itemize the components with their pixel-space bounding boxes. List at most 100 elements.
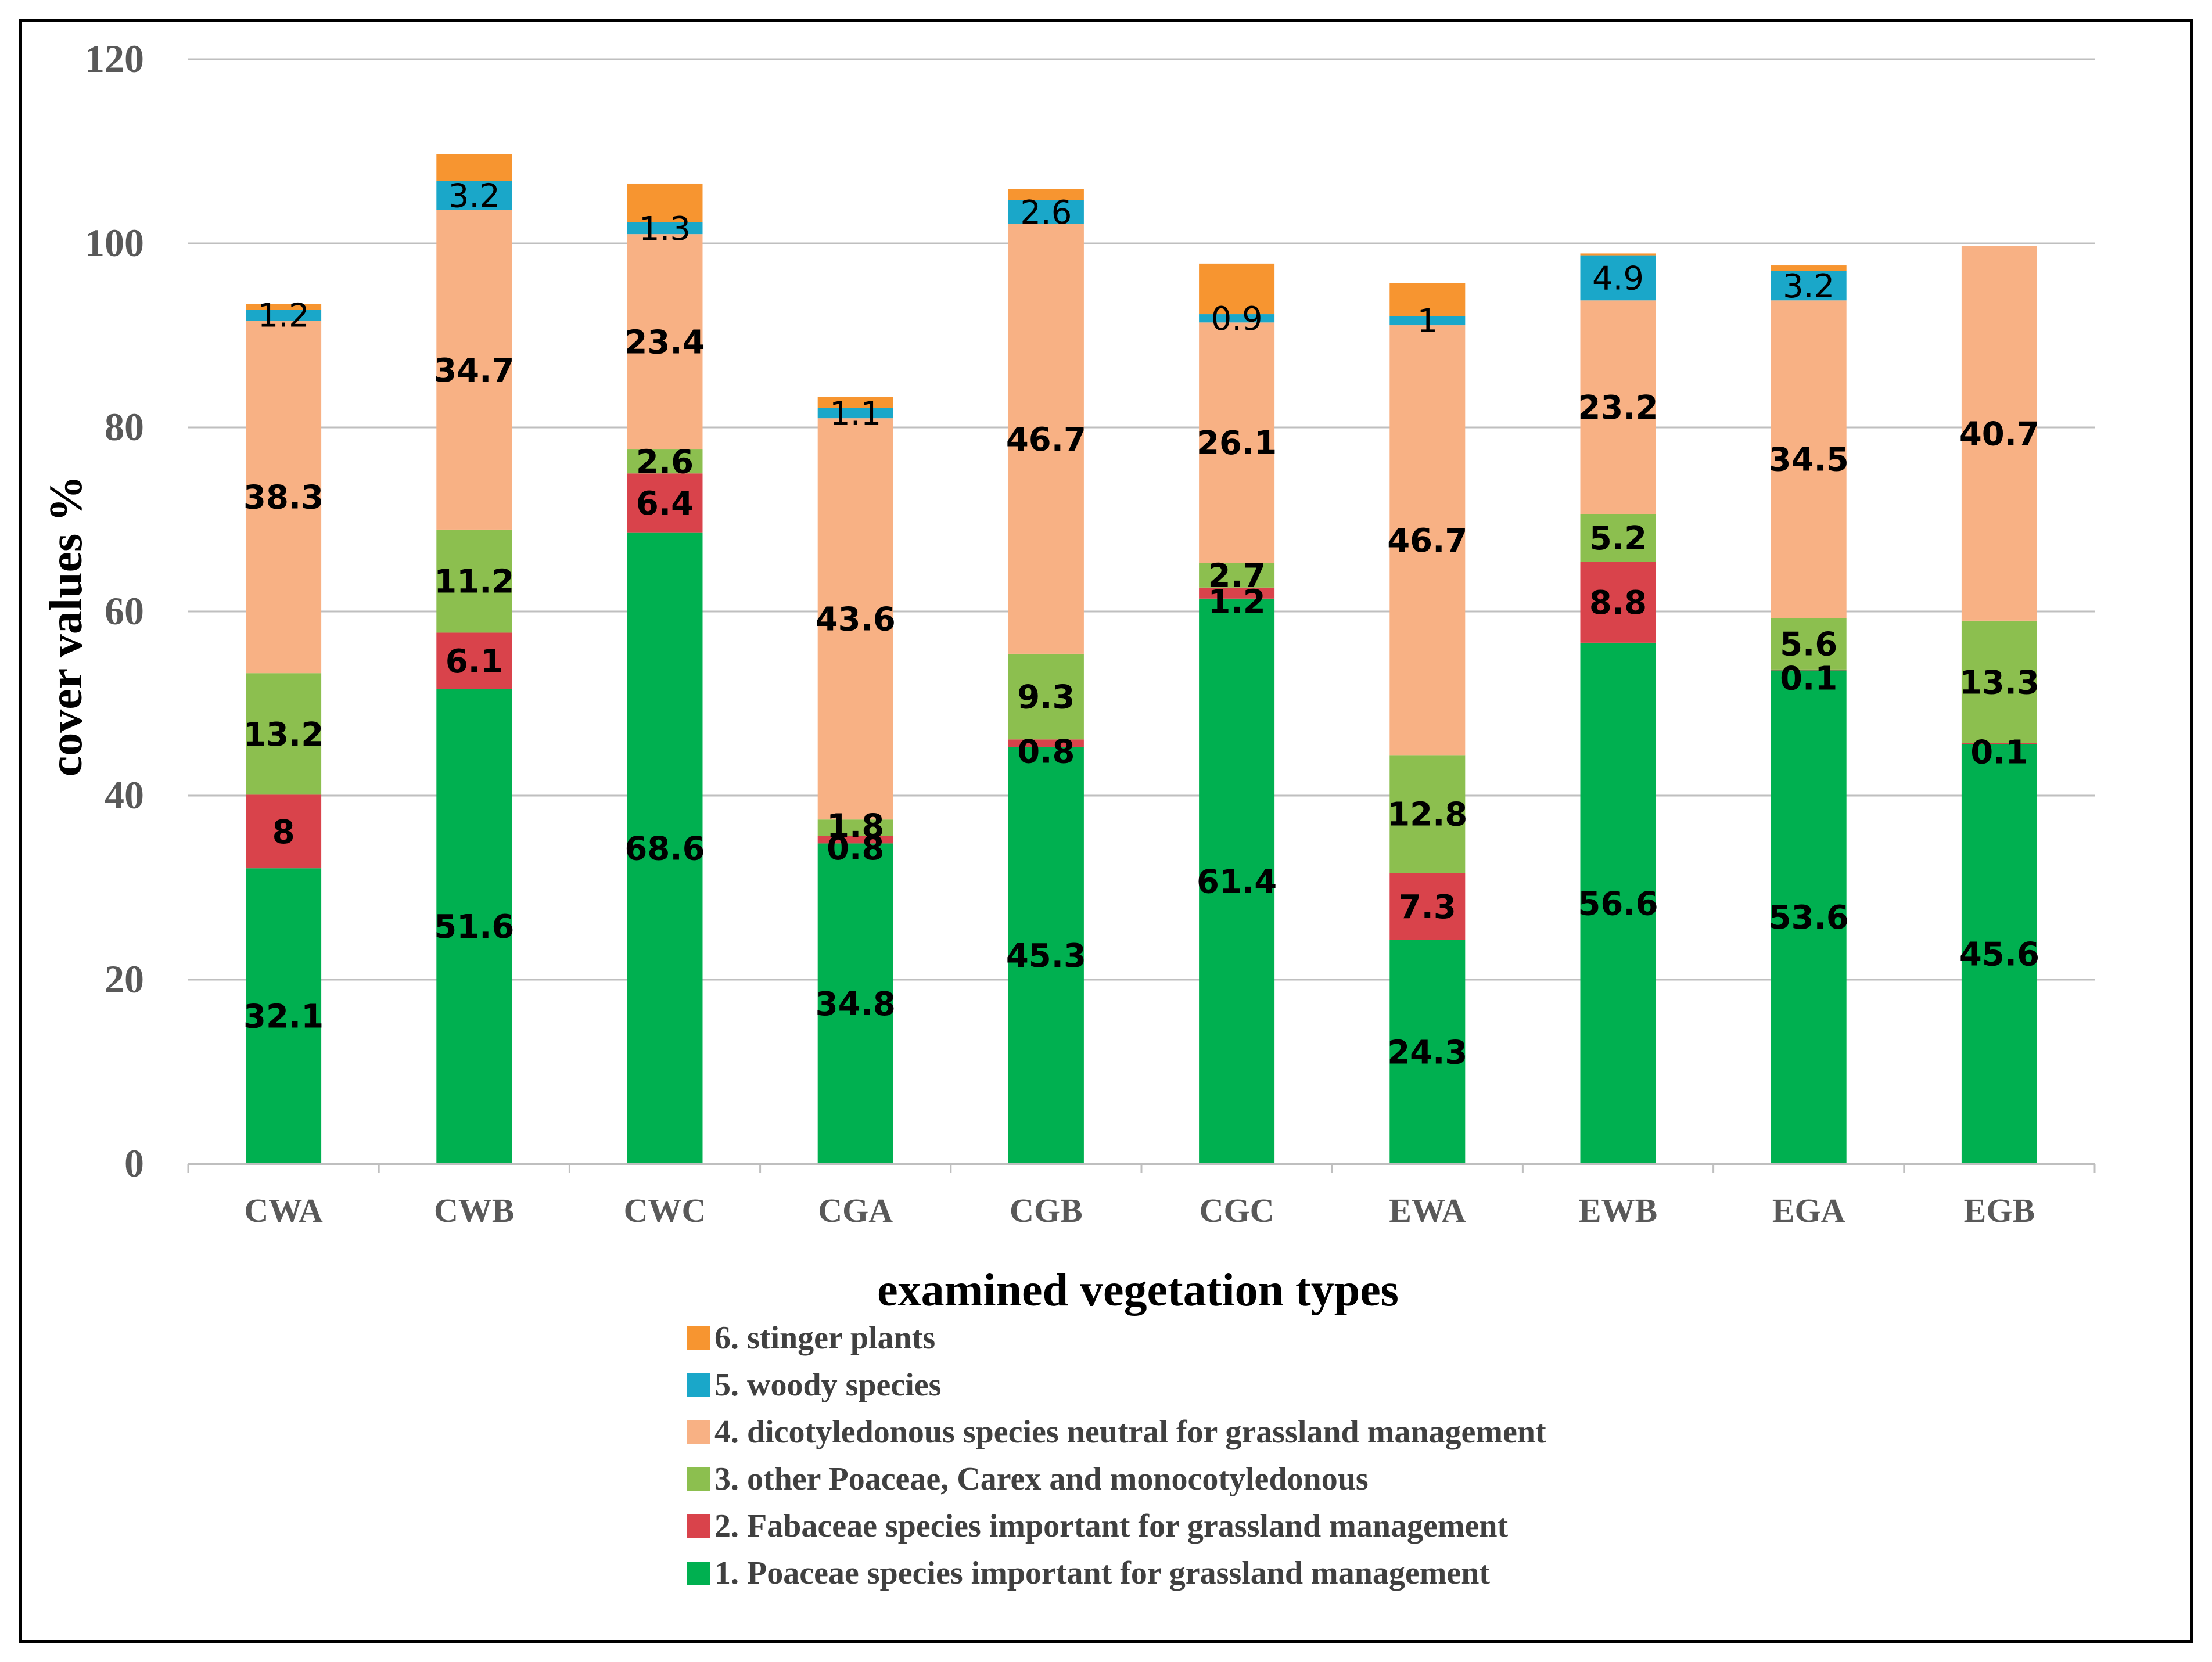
data-label-cwc-series-5: 1.3 (639, 210, 691, 248)
legend-label-series-3: 3. other Poaceae, Carex and monocotyledo… (714, 1461, 1369, 1497)
legend-label-series-1: 1. Poaceae species important for grassla… (714, 1555, 1490, 1591)
bar-segment-ewb-series-6 (1580, 253, 1656, 256)
y-axis-title: cover values % (41, 476, 92, 776)
data-label-cgb-series-3: 9.3 (1017, 679, 1075, 717)
x-category-label-ewb: EWB (1579, 1192, 1657, 1229)
bar-segment-cga-series-2 (817, 836, 893, 844)
data-label-cwc-series-1: 68.6 (624, 830, 705, 868)
data-label-cwc-series-3: 2.6 (636, 444, 694, 481)
x-axis-title: examined vegetation types (877, 1265, 1399, 1316)
bar-segment-cgb-series-6 (1008, 189, 1084, 200)
bar-segment-ega-series-4 (1771, 300, 1847, 618)
data-label-cwa-series-2: 8 (272, 814, 295, 851)
bar-segment-cwa-series-2 (246, 794, 322, 869)
bar-segment-cwb-series-2 (436, 632, 512, 689)
data-label-cga-series-2: 0.8 (827, 830, 884, 868)
bar-segment-cwc-series-3 (627, 449, 703, 474)
data-label-cga-series-4: 43.6 (816, 601, 896, 639)
x-category-label-egb: EGB (1964, 1192, 2035, 1229)
data-label-cwa-series-3: 13.2 (243, 716, 324, 754)
bar-segment-ewa-series-3 (1389, 755, 1466, 873)
data-label-ewa-series-3: 12.8 (1387, 796, 1467, 834)
bar-segment-ewb-series-2 (1580, 562, 1656, 643)
y-tick-label-80: 80 (105, 405, 144, 449)
bar-segment-cwc-series-2 (627, 473, 703, 533)
bar-segment-cwc-series-6 (627, 183, 703, 222)
bar-segment-cga-series-1 (817, 843, 893, 1164)
data-label-egb-series-3: 13.3 (1959, 664, 2039, 702)
data-label-cwc-series-2: 6.4 (636, 485, 694, 523)
bar-segment-ewa-series-5 (1389, 316, 1466, 326)
bar-segment-cgb-series-4 (1008, 224, 1084, 654)
data-label-ega-series-5: 3.2 (1783, 268, 1834, 305)
data-label-egb-series-1: 45.6 (1959, 936, 2039, 974)
bar-segment-cga-series-5 (817, 408, 893, 419)
bar-segment-cwb-series-1 (436, 689, 512, 1164)
y-tick-label-60: 60 (105, 589, 144, 633)
bar-segment-egb-series-4 (1961, 246, 2037, 621)
legend-swatch-series-1 (687, 1562, 710, 1585)
data-label-ega-series-2: 0.1 (1780, 660, 1837, 698)
bar-segment-cwb-series-4 (436, 210, 512, 530)
bar-segment-cwb-series-3 (436, 529, 512, 633)
data-label-cgb-series-4: 46.7 (1006, 421, 1086, 459)
data-label-cwa-series-5: 1.2 (258, 297, 310, 335)
bar-segment-cgc-series-5 (1199, 314, 1275, 323)
bar-segment-ewb-series-5 (1580, 255, 1656, 301)
bar-segment-ega-series-5 (1771, 271, 1847, 301)
data-label-egb-series-4: 40.7 (1959, 415, 2039, 453)
data-label-cwb-series-3: 11.2 (434, 563, 514, 601)
data-label-cga-series-3: 1.8 (827, 807, 884, 845)
y-tick-label-0: 0 (124, 1141, 144, 1185)
x-category-label-cwb: CWB (434, 1192, 515, 1229)
data-label-cwc-series-4: 23.4 (624, 324, 705, 362)
legend-label-series-6: 6. stinger plants (714, 1320, 935, 1356)
legend-swatch-series-4 (687, 1420, 710, 1444)
data-label-ewa-series-4: 46.7 (1387, 522, 1467, 560)
bar-segment-ewa-series-2 (1389, 873, 1466, 940)
data-label-ewb-series-2: 8.8 (1589, 584, 1647, 622)
data-label-cwb-series-2: 6.1 (446, 643, 503, 681)
legend-swatch-series-2 (687, 1514, 710, 1538)
bar-segment-cgb-series-2 (1008, 739, 1084, 747)
x-category-label-ewa: EWA (1389, 1192, 1466, 1229)
bar-segment-cwa-series-1 (246, 868, 322, 1164)
y-tick-label-120: 120 (85, 37, 144, 81)
bar-segment-cwa-series-6 (246, 304, 322, 310)
data-label-ega-series-4: 34.5 (1769, 441, 1849, 479)
bar-segment-cga-series-3 (817, 819, 893, 836)
bar-segment-cgc-series-3 (1199, 562, 1275, 588)
bar-segment-egb-series-2 (1961, 743, 2037, 744)
data-label-cgc-series-4: 26.1 (1197, 425, 1277, 462)
data-label-cgb-series-1: 45.3 (1006, 937, 1086, 975)
bar-segment-ega-series-6 (1771, 265, 1847, 271)
stacked-bar-chart: 32.1813.238.31.251.66.111.234.73.268.66.… (41, 37, 2096, 1591)
x-category-label-cgb: CGB (1010, 1192, 1083, 1229)
data-label-cgc-series-3: 2.7 (1208, 557, 1265, 595)
bar-segment-ewa-series-4 (1389, 325, 1466, 756)
data-label-egb-series-2: 0.1 (1970, 733, 2028, 771)
bar-segment-cgb-series-5 (1008, 200, 1084, 224)
bar-segment-egb-series-1 (1961, 744, 2037, 1164)
y-tick-label-100: 100 (85, 221, 144, 265)
data-label-cgb-series-2: 0.8 (1017, 733, 1075, 771)
data-label-cga-series-5: 1.1 (830, 395, 881, 433)
bar-segment-cga-series-4 (817, 418, 893, 820)
bar-segment-ewb-series-3 (1580, 513, 1656, 562)
bar-segment-cgb-series-1 (1008, 746, 1084, 1164)
bar-segment-cgb-series-3 (1008, 653, 1084, 740)
bar-segment-ewb-series-1 (1580, 642, 1656, 1164)
legend-label-series-4: 4. dicotyledonous species neutral for gr… (714, 1414, 1546, 1450)
data-label-ega-series-3: 5.6 (1780, 625, 1837, 663)
data-label-cwb-series-1: 51.6 (434, 908, 514, 946)
data-label-cwa-series-1: 32.1 (243, 998, 324, 1036)
legend-label-series-2: 2. Fabaceae species important for grassl… (714, 1508, 1509, 1544)
bar-segment-cgc-series-1 (1199, 598, 1275, 1164)
bar-segment-ewa-series-1 (1389, 940, 1466, 1164)
bar-segment-cwa-series-3 (246, 673, 322, 795)
data-label-cwa-series-4: 38.3 (243, 479, 324, 517)
bar-segment-cwa-series-4 (246, 321, 322, 674)
bar-segment-cwa-series-5 (246, 310, 322, 321)
bar-segment-cwc-series-4 (627, 234, 703, 450)
data-label-ewa-series-2: 7.3 (1399, 888, 1456, 926)
